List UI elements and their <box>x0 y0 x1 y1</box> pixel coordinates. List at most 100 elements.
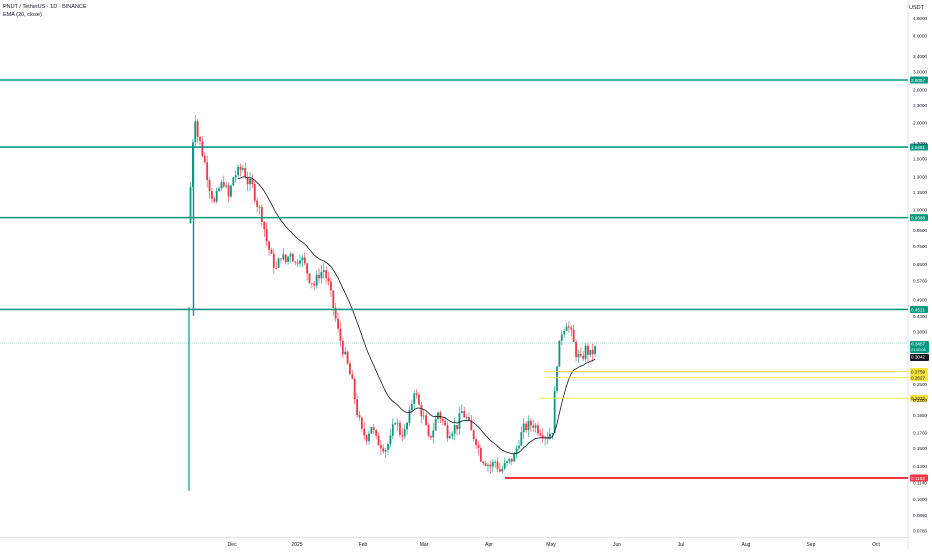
candle-body <box>365 435 368 441</box>
candle-body <box>518 445 520 449</box>
candle-body <box>372 427 375 430</box>
candle-body <box>394 423 397 425</box>
candle-body <box>439 412 442 420</box>
x-tick-label: Feb <box>359 542 368 548</box>
candle-body <box>525 423 527 431</box>
candle-body <box>370 427 373 434</box>
level-tag-label: 0.4521 <box>911 307 925 312</box>
candle-body <box>384 449 387 452</box>
candle-body <box>272 253 275 268</box>
candle-body <box>189 186 192 223</box>
level-tag-bg <box>910 474 928 482</box>
candle-body <box>541 435 544 439</box>
candle-body <box>508 458 511 462</box>
candle-body <box>444 421 447 426</box>
y-tick-label: 2.3000 <box>913 103 927 108</box>
candle-body <box>496 461 499 470</box>
candle-body <box>406 422 408 430</box>
candle-body <box>584 345 587 359</box>
y-tick-label: 1.1500 <box>913 190 927 195</box>
x-axis[interactable]: Dec 2025 Feb Mar Apr May Jun Jul Aug Sep Oct <box>228 542 881 548</box>
candle-body <box>263 221 266 230</box>
candle-body <box>268 241 270 250</box>
candle-body <box>389 435 392 445</box>
candle-body <box>506 461 508 464</box>
candle-body <box>203 156 206 163</box>
candle-body <box>356 399 358 416</box>
level-tag-bg <box>910 394 928 402</box>
candle-body <box>346 351 349 364</box>
y-tick-label: 0.1500 <box>913 446 927 451</box>
chart-header: PNUT / TetherUS · 1D · BINANCE EMA (20, … <box>3 3 87 19</box>
candle-body <box>318 274 320 279</box>
candle-body <box>344 351 347 355</box>
candle-body <box>382 448 385 452</box>
level-tag-bg <box>910 374 928 382</box>
candle-body <box>396 422 399 424</box>
candle-body <box>422 415 425 417</box>
candle-body <box>244 167 247 178</box>
y-tick-label: 0.0780 <box>913 528 927 533</box>
candle-body <box>563 330 566 335</box>
symbol-title[interactable]: PNUT / TetherUS · 1D · BINANCE <box>3 4 87 10</box>
candle-body <box>513 454 516 462</box>
candle-body <box>313 283 316 286</box>
candle-body <box>451 433 454 437</box>
y-tick-label: 0.4300 <box>913 314 927 319</box>
candle-body <box>537 425 539 434</box>
price-scale-bg <box>908 0 932 550</box>
candle-body <box>249 179 251 185</box>
candle-body <box>234 175 237 178</box>
price-tag-label: 0.3457 <box>911 342 925 347</box>
x-tick-label: Jun <box>613 542 621 548</box>
y-axis[interactable]: 4.6000 4.0000 3.4000 3.0000 2.6000 2.3000 2.00… <box>913 16 927 534</box>
candle-body <box>579 354 582 356</box>
x-tick-label: Dec <box>228 542 237 548</box>
candle-body <box>594 346 596 355</box>
y-tick-label: 4.0000 <box>913 33 927 38</box>
candle-body <box>560 334 563 341</box>
candle-body <box>332 290 335 308</box>
level-tag-label: 0.2759 <box>911 369 925 374</box>
candle-body <box>218 188 220 191</box>
candle-body <box>415 393 418 395</box>
candle-body <box>503 463 506 469</box>
candle-body <box>239 166 242 170</box>
y-tick-label: 0.4900 <box>913 297 927 302</box>
candle-body <box>527 420 530 431</box>
y-tick-label: 3.0000 <box>913 70 927 75</box>
y-tick-label: 0.0880 <box>913 513 927 518</box>
candle-body <box>251 179 254 184</box>
candle-body <box>522 423 525 433</box>
candle-body <box>408 410 411 423</box>
y-tick-label: 4.6000 <box>913 16 927 21</box>
candle-body <box>360 417 363 429</box>
y-tick-label: 3.4000 <box>913 54 927 59</box>
level-tag-label: 1.6461 <box>911 145 925 150</box>
candle-body <box>558 340 561 367</box>
x-tick-label: Jul <box>678 542 684 548</box>
x-tick-label: Sep <box>807 542 816 548</box>
candle-body <box>208 180 211 192</box>
candle-body <box>375 429 378 436</box>
candle-body <box>520 432 523 446</box>
level-tag-bg <box>910 76 928 84</box>
candle-body <box>225 185 228 187</box>
candle-body <box>325 270 328 279</box>
level-tag-label: 2.8057 <box>911 78 925 83</box>
candle-body <box>220 182 223 189</box>
candle-body <box>363 428 366 436</box>
y-tick-label: 1.7000 <box>913 141 927 146</box>
candle-body <box>201 141 204 157</box>
candle-body <box>572 329 575 342</box>
candle-body <box>265 229 268 242</box>
y-tick-label: 0.1000 <box>913 497 927 502</box>
candle-body <box>420 404 423 417</box>
candle-body <box>315 274 318 286</box>
candle-body <box>565 326 568 331</box>
candle-body <box>468 416 470 421</box>
indicator-legend[interactable]: EMA (20, close) <box>3 12 42 18</box>
candle-body <box>261 207 263 222</box>
level-tag-bg <box>910 214 928 222</box>
